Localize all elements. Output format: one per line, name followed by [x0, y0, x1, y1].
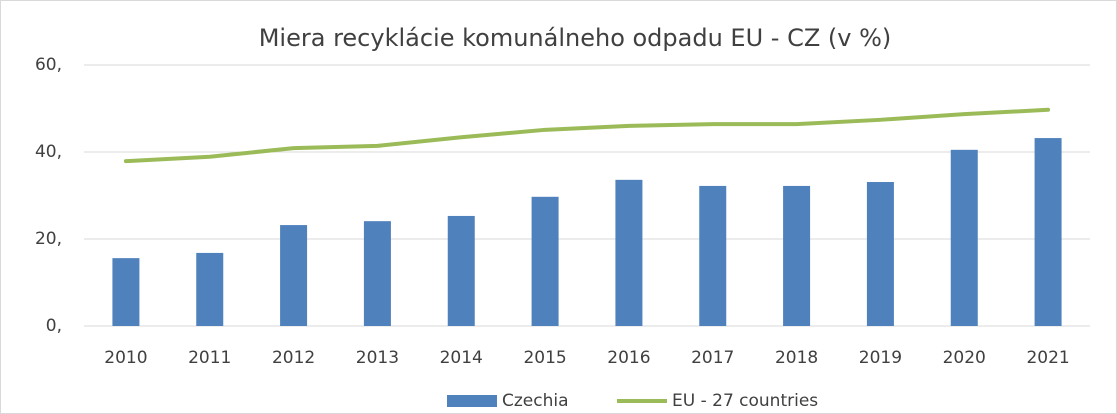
- x-tick-label: 2010: [104, 348, 147, 368]
- y-tick-label: 20,: [35, 229, 62, 249]
- legend-label: Czechia: [502, 391, 569, 411]
- y-tick-label: 60,: [35, 55, 62, 75]
- x-tick-label: 2014: [440, 348, 483, 368]
- bar: [866, 182, 894, 326]
- bar: [950, 149, 978, 326]
- legend-swatch: [447, 395, 497, 407]
- bar: [1034, 138, 1062, 326]
- bar: [447, 215, 475, 326]
- bar: [699, 185, 727, 326]
- bar: [615, 179, 643, 326]
- x-tick-label: 2013: [356, 348, 399, 368]
- bar: [783, 185, 811, 326]
- x-tick-label: 2018: [775, 348, 818, 368]
- x-tick-label: 2011: [188, 348, 231, 368]
- y-tick-label: 0,: [46, 316, 62, 336]
- bar: [196, 252, 224, 326]
- x-tick-label: 2015: [523, 348, 566, 368]
- x-tick-label: 2016: [607, 348, 650, 368]
- x-tick-label: 2019: [859, 348, 902, 368]
- bar: [112, 258, 140, 326]
- bar: [531, 196, 559, 326]
- x-tick-label: 2017: [691, 348, 734, 368]
- bar: [280, 225, 308, 326]
- x-tick-label: 2012: [272, 348, 315, 368]
- x-tick-label: 2020: [943, 348, 986, 368]
- y-tick-label: 40,: [35, 142, 62, 162]
- chart-title: Miera recyklácie komunálneho odpadu EU -…: [259, 24, 892, 52]
- x-tick-label: 2021: [1026, 348, 1069, 368]
- legend-label: EU - 27 countries: [672, 391, 818, 411]
- line: [123, 107, 1051, 164]
- bar: [363, 221, 391, 326]
